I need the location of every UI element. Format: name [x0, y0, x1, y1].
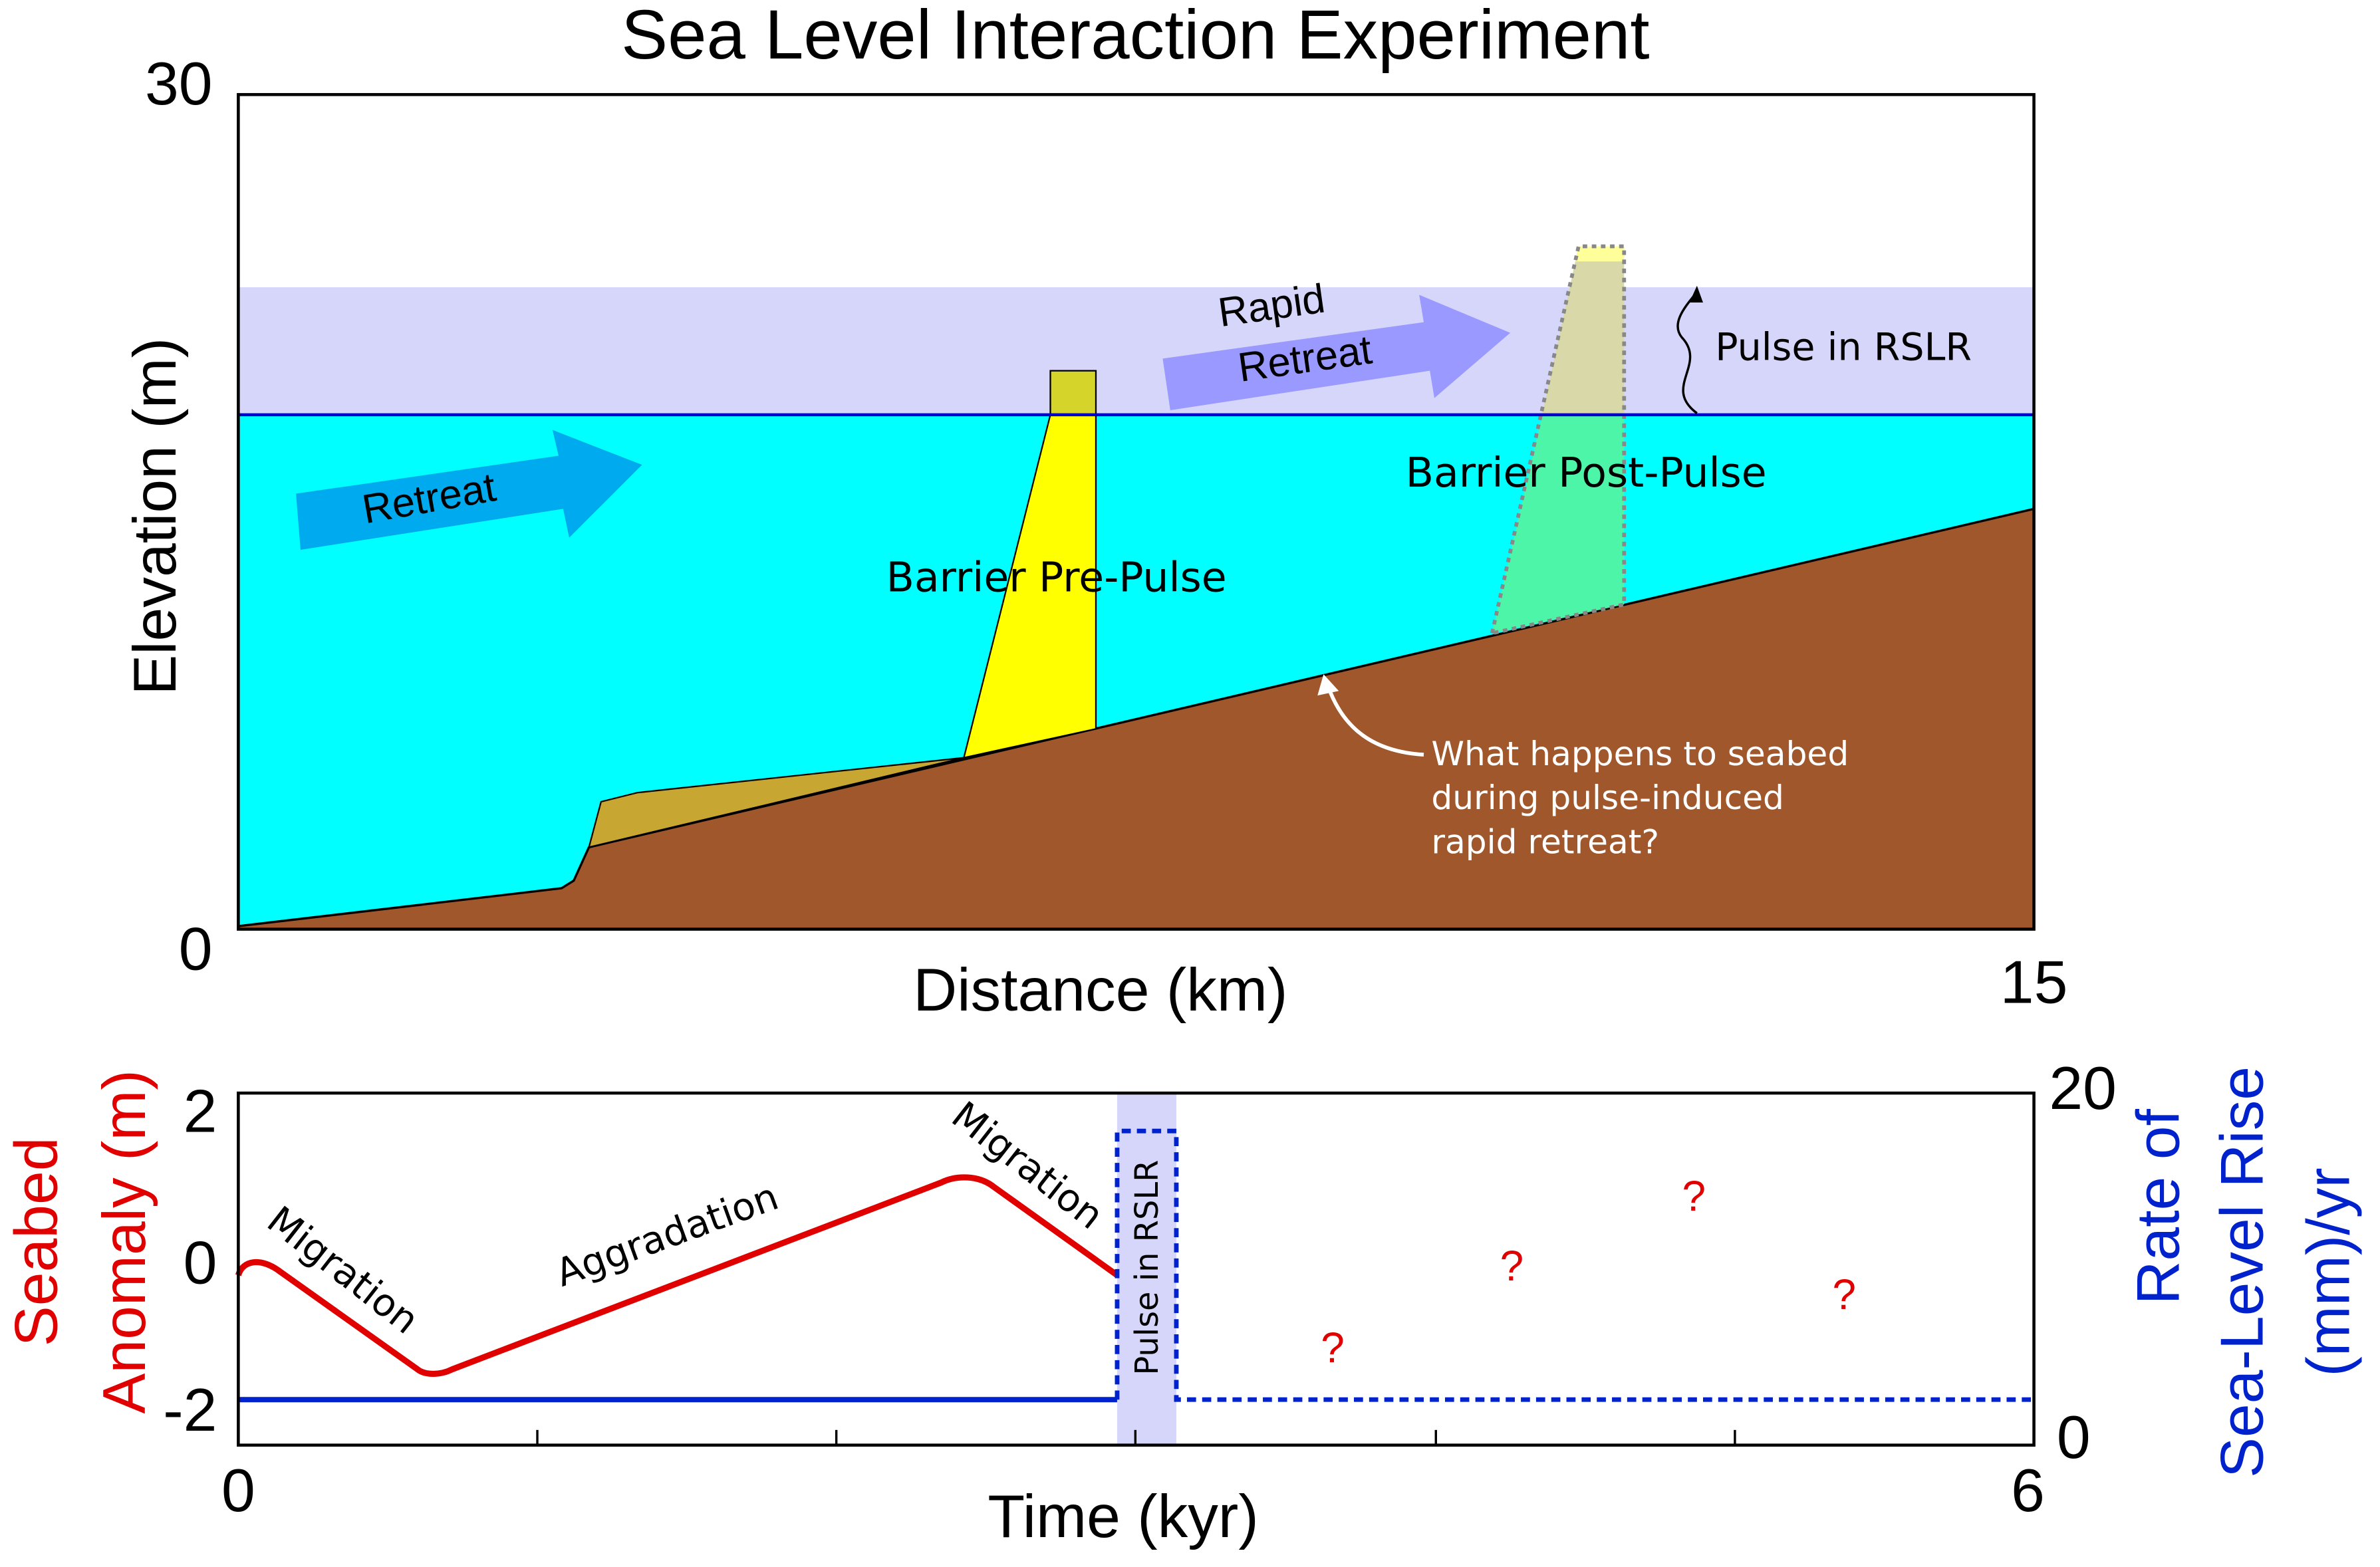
barrier-pre-top	[1049, 370, 1097, 416]
retreat-arrow	[296, 429, 642, 550]
unknown: ?	[1682, 1172, 1706, 1220]
question-text: rapid retreat?	[1431, 822, 1659, 861]
barrier-post-label: Barrier Post-Pulse	[1406, 449, 1767, 497]
x-ticks	[536, 1429, 1736, 1445]
bottom-frame	[237, 1091, 2036, 1447]
y-tick-label: 0	[179, 915, 213, 983]
title: Sea Level Interaction Experiment	[621, 0, 1649, 74]
x-axis-label: Time (kyr)	[988, 1483, 1258, 1550]
y-axis-label: Elevation (m)	[121, 338, 189, 695]
right-tick-label: 0	[2057, 1403, 2091, 1471]
left-tick-label: -2	[163, 1376, 217, 1444]
right-axis-label: (mm)/yr	[2294, 1167, 2362, 1376]
rapid-retreat-arrow	[1162, 295, 1511, 410]
seabed-anomaly	[235, 1174, 1119, 1377]
slr-pulse	[1115, 1128, 2034, 1402]
migration-label: Migration	[259, 1198, 427, 1343]
left-tick-label: 2	[184, 1077, 217, 1145]
top-frame	[237, 92, 2036, 931]
pulse-band	[1117, 1093, 1176, 1445]
x-tick-label: 6	[2011, 1457, 2045, 1524]
pulse-arrow	[1676, 291, 1698, 414]
x-tick-label: 0	[221, 1457, 255, 1524]
barrier-post-outline	[1489, 244, 1627, 636]
left-tick-label: 0	[184, 1229, 217, 1297]
barrier-post-cap	[1575, 246, 1625, 262]
pulse-band	[238, 287, 2034, 415]
x-tick-label: 15	[2000, 948, 2068, 1016]
x-axis-label: Distance (km)	[913, 956, 1287, 1024]
pulse-label: Pulse in RSLR	[1715, 325, 1972, 369]
question-text: during pulse-induced	[1431, 778, 1784, 817]
right-tick-label: 20	[2049, 1054, 2117, 1122]
unknown: ?	[1500, 1242, 1524, 1290]
y-tick-label: 30	[145, 50, 213, 118]
barrier-post-top	[1542, 246, 1625, 415]
question-arrow	[1326, 685, 1424, 757]
pulse-arrow-head	[1689, 285, 1703, 302]
migration-label: Migration	[944, 1094, 1112, 1239]
unknown: ?	[1321, 1324, 1345, 1372]
right-axis-label: Rate of	[2125, 1109, 2192, 1305]
pulse-label: Pulse in RSLR	[1129, 1160, 1166, 1376]
left-axis-label: Anomaly (m)	[90, 1070, 158, 1413]
left-axis-label: Seabed	[3, 1137, 70, 1346]
barrier-post	[1492, 414, 1625, 634]
deposit	[588, 757, 964, 848]
question-arrow-head	[1317, 674, 1339, 696]
question-text: What happens to seabed	[1431, 734, 1849, 773]
barrier-pre-label: Barrier Pre-Pulse	[886, 554, 1227, 602]
aggradation-label: Aggradation	[550, 1175, 784, 1296]
unknown: ?	[1832, 1270, 1856, 1318]
right-axis-label: Sea-Level Rise	[2208, 1066, 2276, 1478]
